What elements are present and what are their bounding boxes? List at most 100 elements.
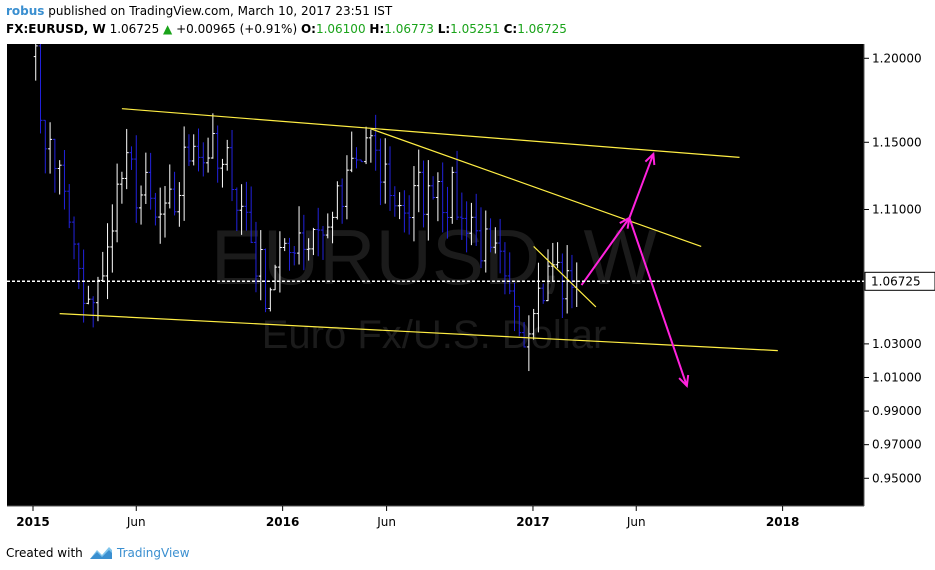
- trendlines: [59, 108, 778, 352]
- chart-header: robus published on TradingView.com, Marc…: [0, 0, 935, 44]
- price-tick-label: 1.01000: [872, 370, 922, 384]
- ohlc-bar: [378, 138, 383, 206]
- plot-area[interactable]: [7, 44, 864, 506]
- ohlc-bar: [359, 159, 364, 163]
- ohlc-bar: [33, 44, 38, 81]
- ohlc-bar: [273, 264, 278, 291]
- publish-line: robus published on TradingView.com, Marc…: [6, 4, 392, 18]
- ohlc-bar: [526, 315, 531, 372]
- ohlc-bar: [239, 184, 244, 235]
- ohlc-bar: [474, 193, 479, 246]
- ohlc-bar: [560, 253, 565, 318]
- price-chart[interactable]: EURUSD, W Euro Fx/U.S. Dollar 1.20000 1.1…: [0, 44, 935, 536]
- ohlc-bar: [38, 44, 43, 134]
- ohlc-bar: [230, 129, 235, 202]
- ohlc-bar: [182, 126, 187, 221]
- time-tick-label: Jun: [626, 515, 646, 529]
- ohlc-bar: [455, 150, 460, 220]
- time-labels: 2015 Jun 2016 Jun 2017 Jun 2018: [16, 515, 799, 529]
- low-label: L:: [437, 22, 451, 36]
- ohlc-bar: [416, 149, 421, 213]
- publish-info: published on TradingView.com, March 10, …: [48, 4, 393, 18]
- ohlc-bar: [249, 186, 254, 244]
- ohlc-bar: [306, 238, 311, 261]
- ohlc-bar: [450, 166, 455, 224]
- time-scale-panel[interactable]: [7, 506, 864, 536]
- ohlc-bar: [320, 225, 325, 260]
- ohlc-bar: [172, 171, 177, 216]
- ohlc-bar: [335, 181, 340, 220]
- ohlc-bar: [225, 139, 230, 171]
- watermark-description: Euro Fx/U.S. Dollar: [262, 313, 607, 357]
- ohlc-bar: [440, 162, 445, 233]
- time-tick-label: Jun: [126, 515, 146, 529]
- ohlc-bar: [536, 262, 541, 333]
- created-with-text: Created with: [6, 546, 83, 560]
- ohlc-bar: [507, 252, 512, 295]
- ohlc-bar: [292, 246, 297, 266]
- trendline-lower-channel[interactable]: [59, 313, 778, 352]
- ohlc-bar: [48, 122, 53, 174]
- ohlc-bar: [354, 147, 359, 169]
- trendline-short-resistance[interactable]: [533, 246, 597, 308]
- ohlc-bar: [268, 287, 273, 312]
- ohlc-bar: [368, 129, 373, 163]
- arrow-down[interactable]: [628, 217, 690, 389]
- ohlc-bar: [569, 254, 574, 309]
- ohlc-bar: [541, 283, 546, 304]
- ohlc-bar: [431, 176, 436, 200]
- ohlc-bar: [297, 206, 302, 265]
- ohlc-bar: [186, 134, 191, 166]
- ohlc-bar: [478, 207, 483, 269]
- ohlc-bar: [411, 166, 416, 242]
- ohlc-bar: [206, 137, 211, 173]
- price-tick-label: 1.15000: [872, 135, 922, 149]
- ohlc-bar: [397, 192, 402, 220]
- ohlc-bar: [364, 126, 369, 165]
- arrow-up-2[interactable]: [628, 151, 656, 219]
- ohlc-bar: [464, 201, 469, 253]
- ohlc-bar: [388, 146, 393, 211]
- ohlc-bar: [493, 227, 498, 254]
- ohlc-bar: [191, 134, 196, 166]
- ohlc-bar: [119, 171, 124, 204]
- open-label: O:: [300, 22, 316, 36]
- ohlc-bar: [263, 248, 268, 313]
- ohlc-bar: [72, 216, 77, 260]
- ohlc-bar: [421, 160, 426, 228]
- time-ticks: [32, 506, 784, 511]
- ohlc-bar: [282, 238, 287, 252]
- ohlc-bar: [316, 207, 321, 257]
- last-price: 1.06725: [109, 22, 160, 36]
- ohlc-bar: [383, 138, 388, 204]
- current-price-label: 1.06725: [871, 274, 921, 288]
- ohlc-bar: [253, 221, 258, 293]
- time-tick-label: Jun: [376, 515, 396, 529]
- ohlc-bar: [426, 160, 431, 241]
- author-name[interactable]: robus: [6, 4, 45, 18]
- ohlc-bar: [167, 164, 172, 209]
- tradingview-logo-icon[interactable]: [88, 545, 114, 561]
- ohlc-bar: [62, 150, 67, 210]
- ohlc-bar: [435, 172, 440, 222]
- ohlc-bar: [215, 125, 220, 183]
- price-tick-label: 1.20000: [872, 51, 922, 65]
- trendline-upper-channel[interactable]: [121, 108, 740, 158]
- ohlc-bar: [469, 202, 474, 246]
- ohlc-bar: [162, 186, 167, 238]
- ohlc-bar: [512, 282, 517, 332]
- ohlc-bar: [407, 195, 412, 235]
- ohlc-bar: [124, 128, 129, 190]
- ohlc-bar: [301, 214, 306, 271]
- high-label: H:: [369, 22, 385, 36]
- ohlc-bar: [531, 308, 536, 340]
- price-tick-label: 0.99000: [872, 404, 922, 418]
- ohlc-bar: [196, 128, 201, 172]
- trendline-descending-resistance[interactable]: [370, 128, 702, 248]
- footer: Created with TradingView: [0, 536, 935, 570]
- tradingview-brand[interactable]: TradingView: [117, 546, 190, 560]
- ohlc-bar: [311, 227, 316, 256]
- ohlc-bar: [344, 155, 349, 220]
- symbol-label: FX:EURUSD, W: [6, 22, 106, 36]
- ohlc-bar: [483, 210, 488, 273]
